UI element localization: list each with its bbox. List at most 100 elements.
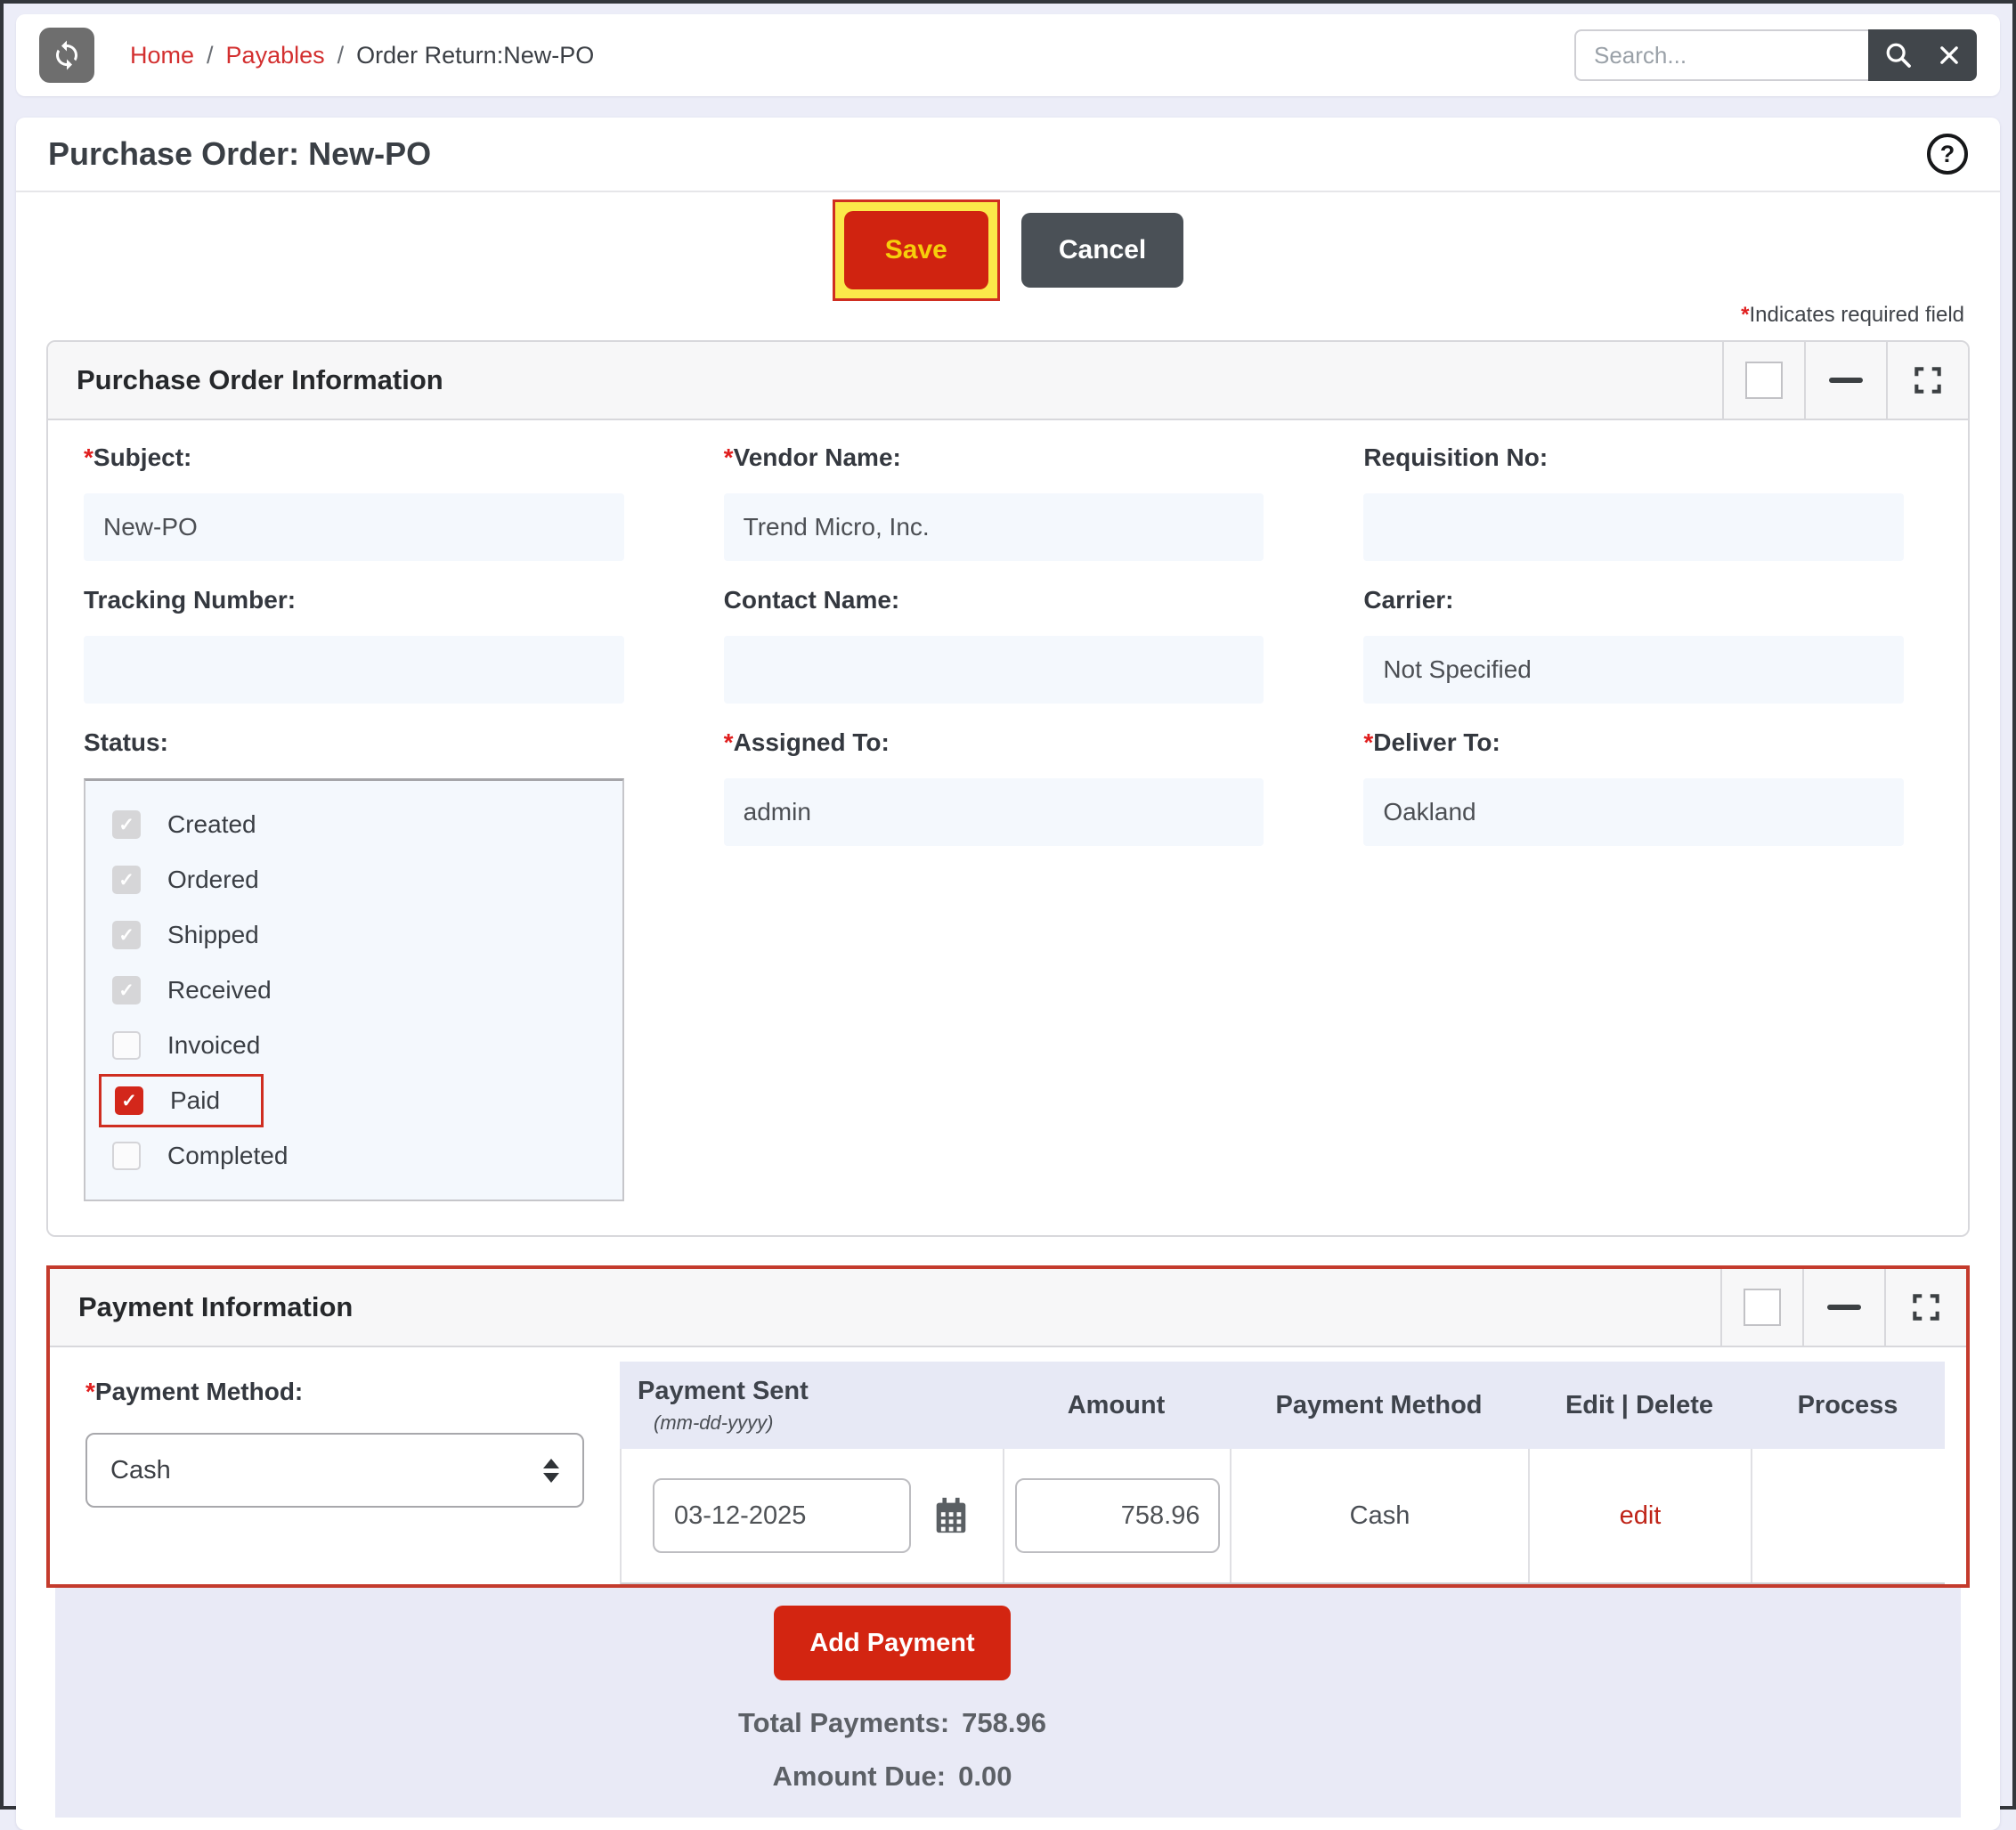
status-checkbox-paid[interactable] xyxy=(115,1086,143,1115)
status-checkbox-completed[interactable] xyxy=(112,1142,141,1170)
page-title: Purchase Order: New-PO xyxy=(48,135,432,172)
breadcrumb-separator: / xyxy=(337,41,345,69)
col-payment-sent: Payment Sent (mm-dd-yyyy) xyxy=(620,1377,1003,1435)
field-assigned-to: *Assigned To: admin xyxy=(723,728,1293,1201)
payment-amount-input[interactable] xyxy=(1014,1478,1220,1553)
tracking-number-value[interactable] xyxy=(84,636,624,704)
status-option-shipped: Shipped xyxy=(85,907,622,963)
field-deliver-to: *Deliver To: Oakland xyxy=(1363,728,1932,1201)
field-carrier: Carrier: Not Specified xyxy=(1363,586,1932,704)
payment-method-field: *Payment Method: Cash xyxy=(50,1347,620,1584)
total-payments-value: 758.96 xyxy=(962,1707,1046,1738)
payment-method-select[interactable]: Cash xyxy=(85,1433,584,1508)
panel-checkbox-icon[interactable] xyxy=(1744,1289,1781,1326)
status-option-ordered: Ordered xyxy=(85,852,622,907)
payment-panel-body: *Payment Method: Cash Payment Sent (mm-d… xyxy=(50,1347,1966,1584)
amount-due-line: Amount Due: 0.00 xyxy=(773,1761,1012,1793)
requisition-no-value[interactable] xyxy=(1363,493,1905,561)
amount-due-value: 0.00 xyxy=(958,1761,1012,1792)
calendar-picker-button[interactable] xyxy=(931,1495,971,1536)
breadcrumb-payables-link[interactable]: Payables xyxy=(225,41,325,69)
payment-method-label: Payment Method: xyxy=(94,1378,304,1405)
save-highlight-box: Save xyxy=(832,199,1000,301)
required-asterisk: * xyxy=(1741,303,1750,327)
breadcrumb-home-link[interactable]: Home xyxy=(130,41,195,69)
requisition-no-label: Requisition No: xyxy=(1363,443,1549,471)
save-button[interactable]: Save xyxy=(843,211,988,289)
carrier-label: Carrier: xyxy=(1363,586,1454,614)
search-input[interactable] xyxy=(1574,29,1868,81)
status-checkbox-received xyxy=(112,976,141,1004)
clear-search-icon[interactable] xyxy=(1937,43,1962,68)
status-checkbox-created xyxy=(112,810,141,839)
date-format-hint: (mm-dd-yyyy) xyxy=(654,1411,774,1434)
po-panel-body: *Subject: New-PO *Vendor Name: Trend Mic… xyxy=(48,420,1968,1235)
cancel-button[interactable]: Cancel xyxy=(1020,213,1184,288)
payment-section-highlight-box: Payment Information *Payment Method: Cas… xyxy=(46,1265,1970,1588)
status-label: Status: xyxy=(84,728,168,756)
field-vendor-name: *Vendor Name: Trend Micro, Inc. xyxy=(723,443,1293,561)
col-payment-method: Payment Method xyxy=(1275,1390,1483,1419)
payment-panel-title: Payment Information xyxy=(78,1291,354,1322)
col-process: Process xyxy=(1797,1390,1898,1419)
po-collapse-button[interactable] xyxy=(1804,342,1886,419)
payment-select-checkbox-cell[interactable] xyxy=(1720,1269,1802,1346)
vendor-name-value[interactable]: Trend Micro, Inc. xyxy=(723,493,1264,561)
po-select-checkbox-cell[interactable] xyxy=(1722,342,1804,419)
status-checkbox-shipped xyxy=(112,921,141,949)
status-option-completed: Completed xyxy=(85,1128,622,1183)
po-panel-header: Purchase Order Information xyxy=(48,342,1968,420)
add-payment-button[interactable]: Add Payment xyxy=(774,1606,1011,1680)
collapse-minus-icon xyxy=(1827,1305,1861,1310)
breadcrumb-separator: / xyxy=(207,41,214,69)
panel-checkbox-icon[interactable] xyxy=(1745,362,1783,399)
process-cell xyxy=(1752,1449,1945,1582)
field-subject: *Subject: New-PO xyxy=(84,443,653,561)
calendar-icon xyxy=(931,1495,971,1536)
payment-date-input[interactable] xyxy=(653,1478,911,1553)
expand-fullscreen-icon xyxy=(1911,363,1945,397)
assigned-to-label: Assigned To: xyxy=(733,728,890,756)
payment-expand-button[interactable] xyxy=(1884,1269,1966,1346)
help-icon[interactable]: ? xyxy=(1927,134,1968,175)
main-content-card: Purchase Order: New-PO ? Save Cancel *In… xyxy=(16,118,2000,1830)
assigned-to-value[interactable]: admin xyxy=(723,778,1264,846)
search-button[interactable] xyxy=(1868,29,1977,81)
purchase-order-information-panel: Purchase Order Information *Subject: New… xyxy=(46,340,1970,1237)
status-option-created: Created xyxy=(85,797,622,852)
status-checkbox-invoiced[interactable] xyxy=(112,1031,141,1060)
status-option-received: Received xyxy=(85,963,622,1018)
contact-name-value[interactable] xyxy=(723,636,1264,704)
status-checkbox-ordered xyxy=(112,866,141,894)
edit-payment-link[interactable]: edit xyxy=(1619,1501,1662,1530)
title-row: Purchase Order: New-PO ? xyxy=(16,118,2000,192)
payment-table-row: Cash edit xyxy=(620,1449,1945,1584)
field-contact-name: Contact Name: xyxy=(723,586,1293,704)
subject-label: Subject: xyxy=(93,443,192,471)
top-bar: Home / Payables / Order Return:New-PO xyxy=(16,14,2000,96)
breadcrumb-current-page: Order Return:New-PO xyxy=(356,41,595,69)
payment-method-cell: Cash xyxy=(1349,1501,1410,1530)
deliver-to-value[interactable]: Oakland xyxy=(1363,778,1905,846)
required-field-note: *Indicates required field xyxy=(1741,303,1964,327)
breadcrumb: Home / Payables / Order Return:New-PO xyxy=(130,42,594,69)
subject-value[interactable]: New-PO xyxy=(84,493,624,561)
contact-name-label: Contact Name: xyxy=(723,586,900,614)
collapse-minus-icon xyxy=(1829,378,1863,383)
payment-method-selected-value: Cash xyxy=(110,1455,171,1484)
status-option-invoiced: Invoiced xyxy=(85,1018,622,1073)
vendor-name-label: Vendor Name: xyxy=(733,443,901,471)
status-checkbox-list: Created Ordered Shipped Received xyxy=(84,778,624,1201)
payment-collapse-button[interactable] xyxy=(1802,1269,1884,1346)
po-panel-controls xyxy=(1722,342,1968,419)
total-payments-line: Total Payments: 758.96 xyxy=(738,1707,1046,1739)
expand-fullscreen-icon xyxy=(1909,1290,1943,1324)
status-option-paid: Paid xyxy=(85,1073,622,1128)
payment-panel-controls xyxy=(1720,1269,1966,1346)
tracking-number-label: Tracking Number: xyxy=(84,586,297,614)
po-expand-button[interactable] xyxy=(1886,342,1968,419)
refresh-icon xyxy=(51,39,83,71)
refresh-button[interactable] xyxy=(39,28,94,83)
carrier-value[interactable]: Not Specified xyxy=(1363,636,1905,704)
payments-table-header: Payment Sent (mm-dd-yyyy) Amount Payment… xyxy=(620,1362,1945,1449)
